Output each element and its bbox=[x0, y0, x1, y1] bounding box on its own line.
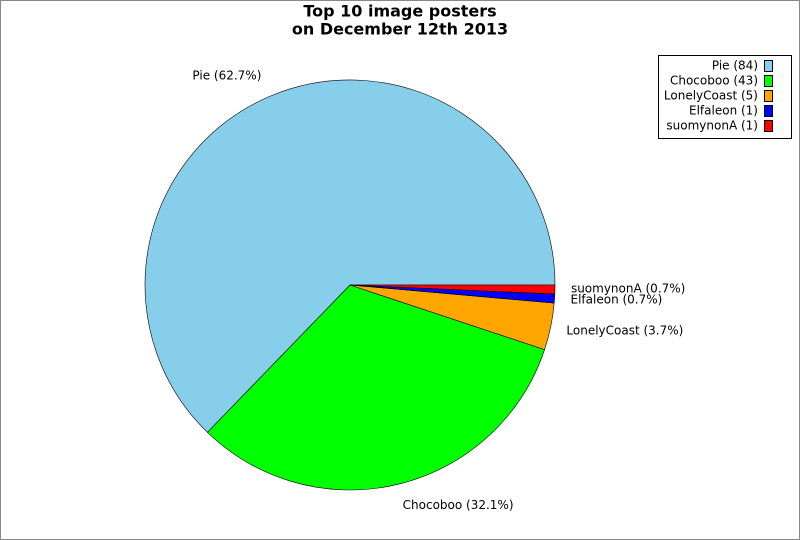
legend-swatch bbox=[764, 105, 773, 117]
slice-label: Chocoboo (32.1%) bbox=[403, 498, 514, 512]
legend-swatch bbox=[764, 60, 773, 72]
legend-label: Elfaleon (1) bbox=[689, 104, 758, 118]
slice-label: suomynonA (0.7%) bbox=[571, 281, 685, 295]
pie-slice bbox=[349, 284, 556, 295]
pie-slice bbox=[144, 79, 556, 433]
chart-title: Top 10 image posters bbox=[303, 2, 496, 21]
chart-title: on December 12th 2013 bbox=[292, 20, 508, 39]
legend-swatch bbox=[764, 90, 773, 102]
legend-label: Chocoboo (43) bbox=[670, 74, 758, 88]
slice-label: Elfaleon (0.7%) bbox=[571, 292, 663, 306]
legend-label: LonelyCoast (5) bbox=[664, 89, 758, 103]
legend-label: suomynonA (1) bbox=[666, 119, 758, 133]
legend-swatch bbox=[764, 120, 773, 132]
legend-label: Pie (84) bbox=[712, 59, 758, 73]
legend-swatch bbox=[764, 75, 773, 87]
slice-label: LonelyCoast (3.7%) bbox=[566, 324, 683, 338]
slice-label: Pie (62.7%) bbox=[192, 69, 261, 83]
pie-slice bbox=[207, 284, 545, 491]
